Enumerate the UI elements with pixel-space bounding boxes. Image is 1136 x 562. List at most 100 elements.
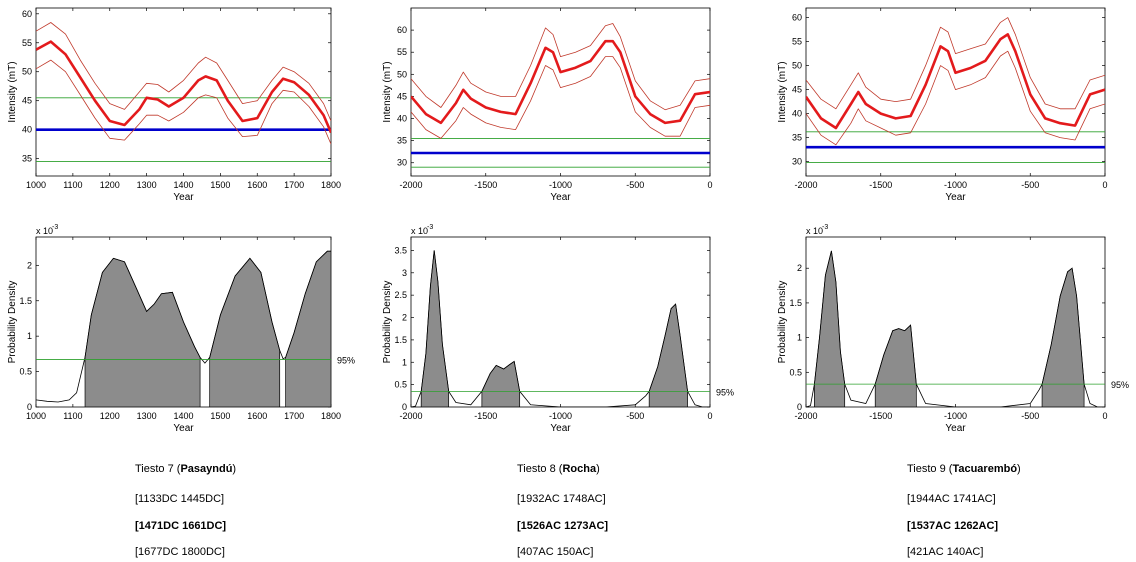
y-tick-label: 50 — [22, 67, 32, 77]
series-layer — [806, 17, 1105, 164]
hpd-interval-2: [1471DC 1661DC] — [135, 520, 227, 532]
y-tick-label: 1 — [797, 333, 802, 343]
y-tick-label: 40 — [397, 114, 407, 124]
x-axis-label: Year — [945, 192, 966, 203]
x-tick-label: 1800 — [321, 180, 341, 190]
x-tick-label: -1000 — [549, 411, 572, 421]
y-tick-label: 1 — [27, 331, 32, 341]
lower-curve — [411, 56, 710, 139]
y-tick-label: 45 — [397, 91, 407, 101]
hpd-interval-2: [1537AC 1262AC] — [907, 520, 999, 532]
y-tick-label: 55 — [397, 47, 407, 57]
x-tick-label: 1700 — [284, 411, 304, 421]
x-tick-label: 0 — [1102, 411, 1107, 421]
y-tick-label: 0.5 — [19, 367, 32, 377]
y-axis-label: Intensity (mT) — [382, 61, 393, 122]
y-axis-label: Probability Density — [7, 281, 18, 364]
x-tick-label: 0 — [707, 180, 712, 190]
x-tick-label: -500 — [626, 411, 644, 421]
y-tick-label: 60 — [22, 9, 32, 19]
y-tick-label: 30 — [792, 157, 802, 167]
x-tick-label: 1800 — [321, 411, 341, 421]
y-scale-exponent: -3 — [52, 224, 58, 231]
series-layer — [36, 22, 331, 162]
mean-curve — [806, 33, 1105, 130]
x-tick-label: -500 — [626, 180, 644, 190]
x-tick-label: -2000 — [794, 180, 817, 190]
y-tick-label: 0 — [797, 402, 802, 412]
y-tick-label: 0.5 — [789, 367, 802, 377]
y-tick-label: 2.5 — [394, 290, 407, 300]
y-axis-label: Probability Density — [382, 281, 393, 364]
density-curve — [36, 250, 331, 403]
x-tick-label: -1500 — [869, 411, 892, 421]
density-tiesto8: -2000 -1500 -1000 -500 0 0 0.5 1 1.5 2 2.5 3 3.5 Year… — [382, 224, 734, 434]
x-tick-label: -1000 — [944, 411, 967, 421]
y-tick-label: 0 — [402, 402, 407, 412]
y-tick-label: 1 — [402, 357, 407, 367]
hpd-interval-3: [407AC 150AC] — [517, 546, 594, 558]
plot-frame — [35, 7, 332, 177]
y-tick-label: 1.5 — [394, 335, 407, 345]
y-tick-label: 55 — [22, 38, 32, 48]
x-tick-label: -1500 — [869, 180, 892, 190]
series-layer — [411, 23, 710, 168]
density-tiesto9: -2000 -1500 -1000 -500 0 0 0.5 1 1.5 2 Year Probabi… — [777, 224, 1129, 434]
density-tiesto7: 1000 1100 1200 1300 1400 1500 1600 1700 1800 0 0.5… — [7, 224, 355, 434]
hpd-interval-1: [1133DC 1445DC] — [135, 493, 225, 505]
x-tick-label: -1500 — [474, 411, 497, 421]
y-scale-exponent: -3 — [822, 224, 828, 231]
x-tick-label: -500 — [1021, 411, 1039, 421]
figure: 1000 1100 1200 1300 1400 1500 1600 1700 18003540… — [7, 7, 1129, 434]
y-scale-exponent: -3 — [427, 224, 433, 231]
y-tick-label: 2 — [797, 263, 802, 273]
y-scale-label: x 10 — [411, 226, 428, 236]
y-tick-label: 40 — [792, 109, 802, 119]
x-tick-label: 1600 — [247, 180, 267, 190]
site-name: Rocha — [562, 463, 597, 475]
y-tick-label: 50 — [792, 61, 802, 71]
caption-title: Tiesto 9 (Tacuarembó) — [907, 463, 1021, 475]
x-tick-label: -2000 — [794, 411, 817, 421]
lower-curve — [36, 59, 331, 145]
x-tick-label: 1500 — [210, 180, 230, 190]
y-tick-label: 60 — [397, 25, 407, 35]
x-tick-label: -1000 — [549, 180, 572, 190]
series-layer — [36, 250, 331, 407]
y-tick-label: 45 — [792, 85, 802, 95]
site-name: Tacuarembó — [952, 463, 1018, 475]
y-scale-label: x 10 — [806, 226, 823, 236]
site-name: Pasayndú — [180, 463, 233, 475]
density-curve — [411, 250, 710, 407]
plot-frame — [410, 7, 711, 177]
y-axis-label: Intensity (mT) — [7, 61, 18, 122]
x-axis-label: Year — [945, 423, 966, 434]
threshold-label: 95% — [716, 387, 734, 397]
x-tick-label: 1200 — [100, 180, 120, 190]
y-tick-label: 2 — [402, 313, 407, 323]
series-layer — [806, 250, 1105, 407]
y-tick-label: 35 — [792, 133, 802, 143]
y-tick-label: 35 — [22, 154, 32, 164]
x-tick-label: 1400 — [173, 411, 193, 421]
y-scale-label: x 10 — [36, 226, 53, 236]
x-axis-label: Year — [550, 192, 571, 203]
x-tick-label: 1200 — [100, 411, 120, 421]
x-tick-label: 1100 — [63, 411, 82, 421]
intensity-tiesto8: -2000 -1500 -1000 -500 0 30 35 40 45 50 55 60 Year In… — [382, 7, 713, 203]
x-tick-label: 1700 — [284, 180, 304, 190]
x-tick-label: 1600 — [247, 411, 267, 421]
lower-curve — [806, 50, 1105, 146]
mean-curve — [411, 39, 710, 125]
x-axis-label: Year — [173, 423, 194, 434]
y-tick-label: 55 — [792, 37, 802, 47]
x-tick-label: 1300 — [137, 411, 157, 421]
x-tick-label: -2000 — [399, 411, 422, 421]
caption-title: Tiesto 8 (Rocha) — [517, 463, 600, 475]
x-tick-label: -500 — [1021, 180, 1039, 190]
hpd-interval-2: [1526AC 1273AC] — [517, 520, 609, 532]
y-tick-label: 30 — [397, 158, 407, 168]
x-tick-label: -2000 — [399, 180, 422, 190]
y-tick-label: 2 — [27, 260, 32, 270]
y-tick-label: 0.5 — [394, 380, 407, 390]
